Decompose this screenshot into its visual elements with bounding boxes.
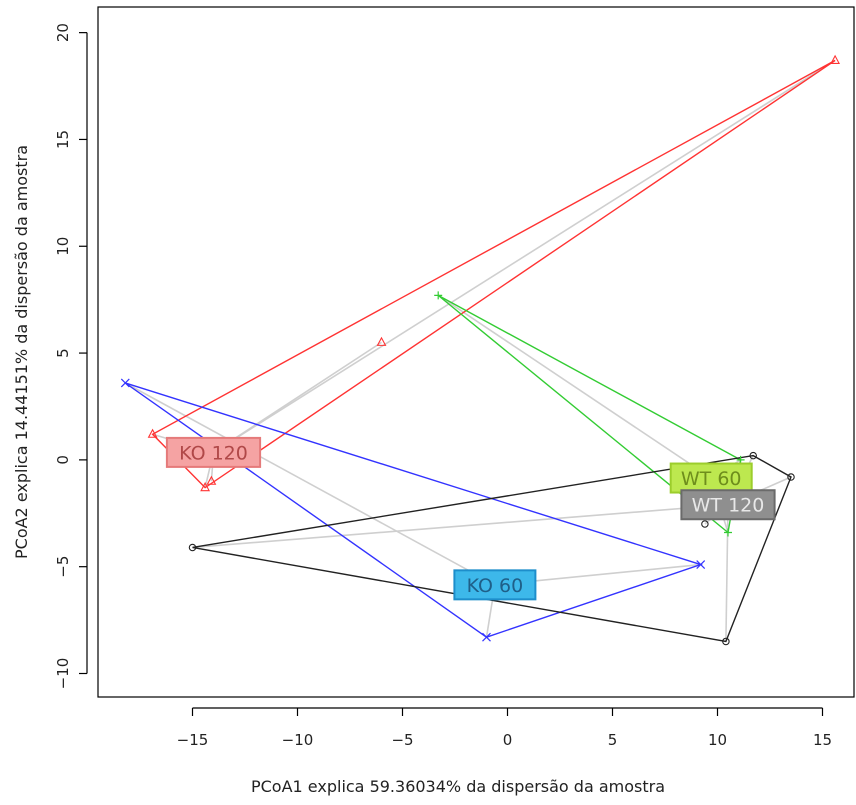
group-label-box [165, 436, 262, 468]
x-axis: −15 −10 −5 0 5 10 15 [177, 707, 832, 749]
x-tick-label: −10 [282, 731, 314, 749]
data-point [830, 54, 841, 64]
data-point [724, 528, 732, 537]
y-tick-label: 5 [54, 348, 72, 358]
spoke-line [437, 294, 712, 479]
data-points [120, 54, 841, 646]
spoke-line [213, 59, 836, 454]
x-tick-label: 5 [608, 731, 618, 749]
x-tick-label: 15 [813, 731, 832, 749]
data-point [696, 560, 706, 569]
x-tick-label: 0 [503, 731, 513, 749]
hull-line [124, 382, 703, 638]
y-tick-label: −10 [54, 658, 72, 690]
data-point [434, 291, 443, 300]
group-label-box [680, 489, 776, 521]
y-axis: −10 −5 0 5 10 15 20 [54, 23, 88, 690]
y-tick-label: −5 [54, 556, 72, 578]
y-tick-label: 15 [54, 130, 72, 149]
x-axis-title: PCoA1 explica 59.36034% da dispersão da … [251, 777, 665, 796]
group-label-box [669, 462, 753, 494]
data-point [482, 632, 491, 642]
hull-line [192, 454, 792, 643]
data-point [206, 475, 217, 485]
y-tick-label: 10 [54, 237, 72, 256]
group-hulls [124, 59, 836, 643]
data-point [749, 451, 757, 460]
spoke-line [213, 341, 382, 454]
data-point [376, 336, 387, 346]
data-point [120, 378, 130, 388]
group-label-text: WT 60 [681, 468, 742, 490]
spoke-line [192, 503, 729, 549]
data-point [200, 481, 211, 492]
spoke-line [725, 504, 729, 642]
data-point [722, 637, 730, 646]
group-label-text: WT 120 [692, 495, 765, 517]
data-point [147, 428, 158, 438]
group-labels: KO 120 KO 60 WT 60 WT 120 [165, 436, 776, 601]
y-tick-label: 0 [54, 455, 72, 465]
x-tick-label: −15 [177, 731, 209, 749]
x-tick-label: 10 [708, 731, 727, 749]
data-point [188, 543, 197, 552]
spoke-line [124, 382, 496, 586]
group-label-text: KO 120 [179, 442, 248, 464]
data-point [701, 520, 709, 528]
group-label-box [453, 569, 537, 601]
plot-frame [97, 6, 855, 698]
x-tick-label: −5 [391, 731, 413, 749]
y-axis-title: PCoA2 explica 14.44151% da dispersão da … [12, 145, 31, 559]
group-label-text: KO 60 [467, 575, 524, 597]
data-point [787, 473, 795, 481]
y-tick-label: 20 [54, 23, 72, 42]
